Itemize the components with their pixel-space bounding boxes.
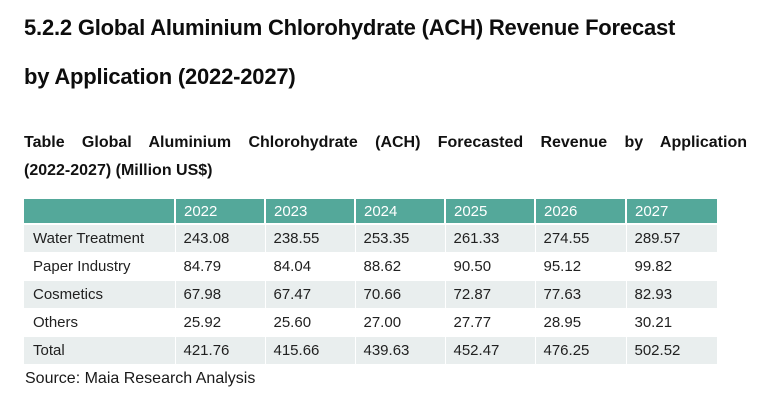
table-cell: 253.35 bbox=[355, 224, 446, 253]
table-cell: 261.33 bbox=[445, 224, 536, 253]
table-header-cell-2027: 2027 bbox=[626, 199, 717, 225]
table-cell: 439.63 bbox=[355, 336, 446, 365]
table-cell: 28.95 bbox=[535, 308, 627, 337]
row-label: Total bbox=[24, 336, 176, 365]
section-title: 5.2.2 Global Aluminium Chlorohydrate (AC… bbox=[24, 3, 751, 101]
table-cell: 274.55 bbox=[535, 224, 627, 253]
table-row: Paper Industry 84.79 84.04 88.62 90.50 95.12 9… bbox=[24, 252, 718, 281]
table-cell: 95.12 bbox=[535, 252, 627, 281]
section-title-line2: by Application (2022-2027) bbox=[24, 64, 296, 89]
table-cell: 27.77 bbox=[445, 308, 536, 337]
table-cell: 99.82 bbox=[626, 252, 718, 281]
table-cell: 30.21 bbox=[626, 308, 718, 337]
table-cell: 84.79 bbox=[175, 252, 266, 281]
row-label: Others bbox=[24, 308, 176, 337]
table-header-cell-2024: 2024 bbox=[355, 199, 446, 225]
table-header-cell-2023: 2023 bbox=[265, 199, 356, 225]
table-cell: 70.66 bbox=[355, 280, 446, 309]
table-cell: 90.50 bbox=[445, 252, 536, 281]
section-title-line1: 5.2.2 Global Aluminium Chlorohydrate (AC… bbox=[24, 15, 676, 40]
table-header-cell-2026: 2026 bbox=[535, 199, 627, 225]
source-note: Source: Maia Research Analysis bbox=[25, 369, 256, 387]
table-cell: 84.04 bbox=[265, 252, 356, 281]
table-cell: 452.47 bbox=[445, 336, 536, 365]
table-caption-line2: (2022-2027) (Million US$) bbox=[24, 162, 213, 179]
table-cell: 67.47 bbox=[265, 280, 356, 309]
table-cell: 415.66 bbox=[265, 336, 356, 365]
table-row: Water Treatment 243.08 238.55 253.35 261.33 2… bbox=[24, 224, 718, 253]
table-cell: 476.25 bbox=[535, 336, 627, 365]
row-label: Water Treatment bbox=[24, 224, 176, 253]
table-row: Others 25.92 25.60 27.00 27.77 28.95 30.21 bbox=[24, 308, 718, 337]
table-row: Total 421.76 415.66 439.63 452.47 476.25 502.5… bbox=[24, 336, 718, 365]
table-cell: 25.92 bbox=[175, 308, 266, 337]
table-header-cell-2025: 2025 bbox=[445, 199, 536, 225]
table-cell: 243.08 bbox=[175, 224, 266, 253]
table-header-cell-blank bbox=[24, 199, 176, 225]
row-label: Cosmetics bbox=[24, 280, 176, 309]
table-cell: 27.00 bbox=[355, 308, 446, 337]
table-caption: Table Global Aluminium Chlorohydrate (AC… bbox=[24, 129, 747, 185]
table-cell: 88.62 bbox=[355, 252, 446, 281]
table-cell: 67.98 bbox=[175, 280, 266, 309]
row-label: Paper Industry bbox=[24, 252, 176, 281]
table-cell: 502.52 bbox=[626, 336, 718, 365]
revenue-forecast-table: 2022 2023 2024 2025 2026 2027 Water Treatment… bbox=[24, 199, 718, 365]
table-cell: 238.55 bbox=[265, 224, 356, 253]
table-cell: 77.63 bbox=[535, 280, 627, 309]
table-caption-line1: Table Global Aluminium Chlorohydrate (AC… bbox=[24, 134, 747, 151]
table-header-row: 2022 2023 2024 2025 2026 2027 bbox=[24, 199, 717, 225]
table-cell: 25.60 bbox=[265, 308, 356, 337]
table-cell: 289.57 bbox=[626, 224, 718, 253]
table-cell: 82.93 bbox=[626, 280, 718, 309]
table-header-cell-2022: 2022 bbox=[175, 199, 266, 225]
table-cell: 72.87 bbox=[445, 280, 536, 309]
table-row: Cosmetics 67.98 67.47 70.66 72.87 77.63 82.93 bbox=[24, 280, 718, 309]
table-cell: 421.76 bbox=[175, 336, 266, 365]
table-body: Water Treatment 243.08 238.55 253.35 261.33 2… bbox=[24, 224, 718, 365]
